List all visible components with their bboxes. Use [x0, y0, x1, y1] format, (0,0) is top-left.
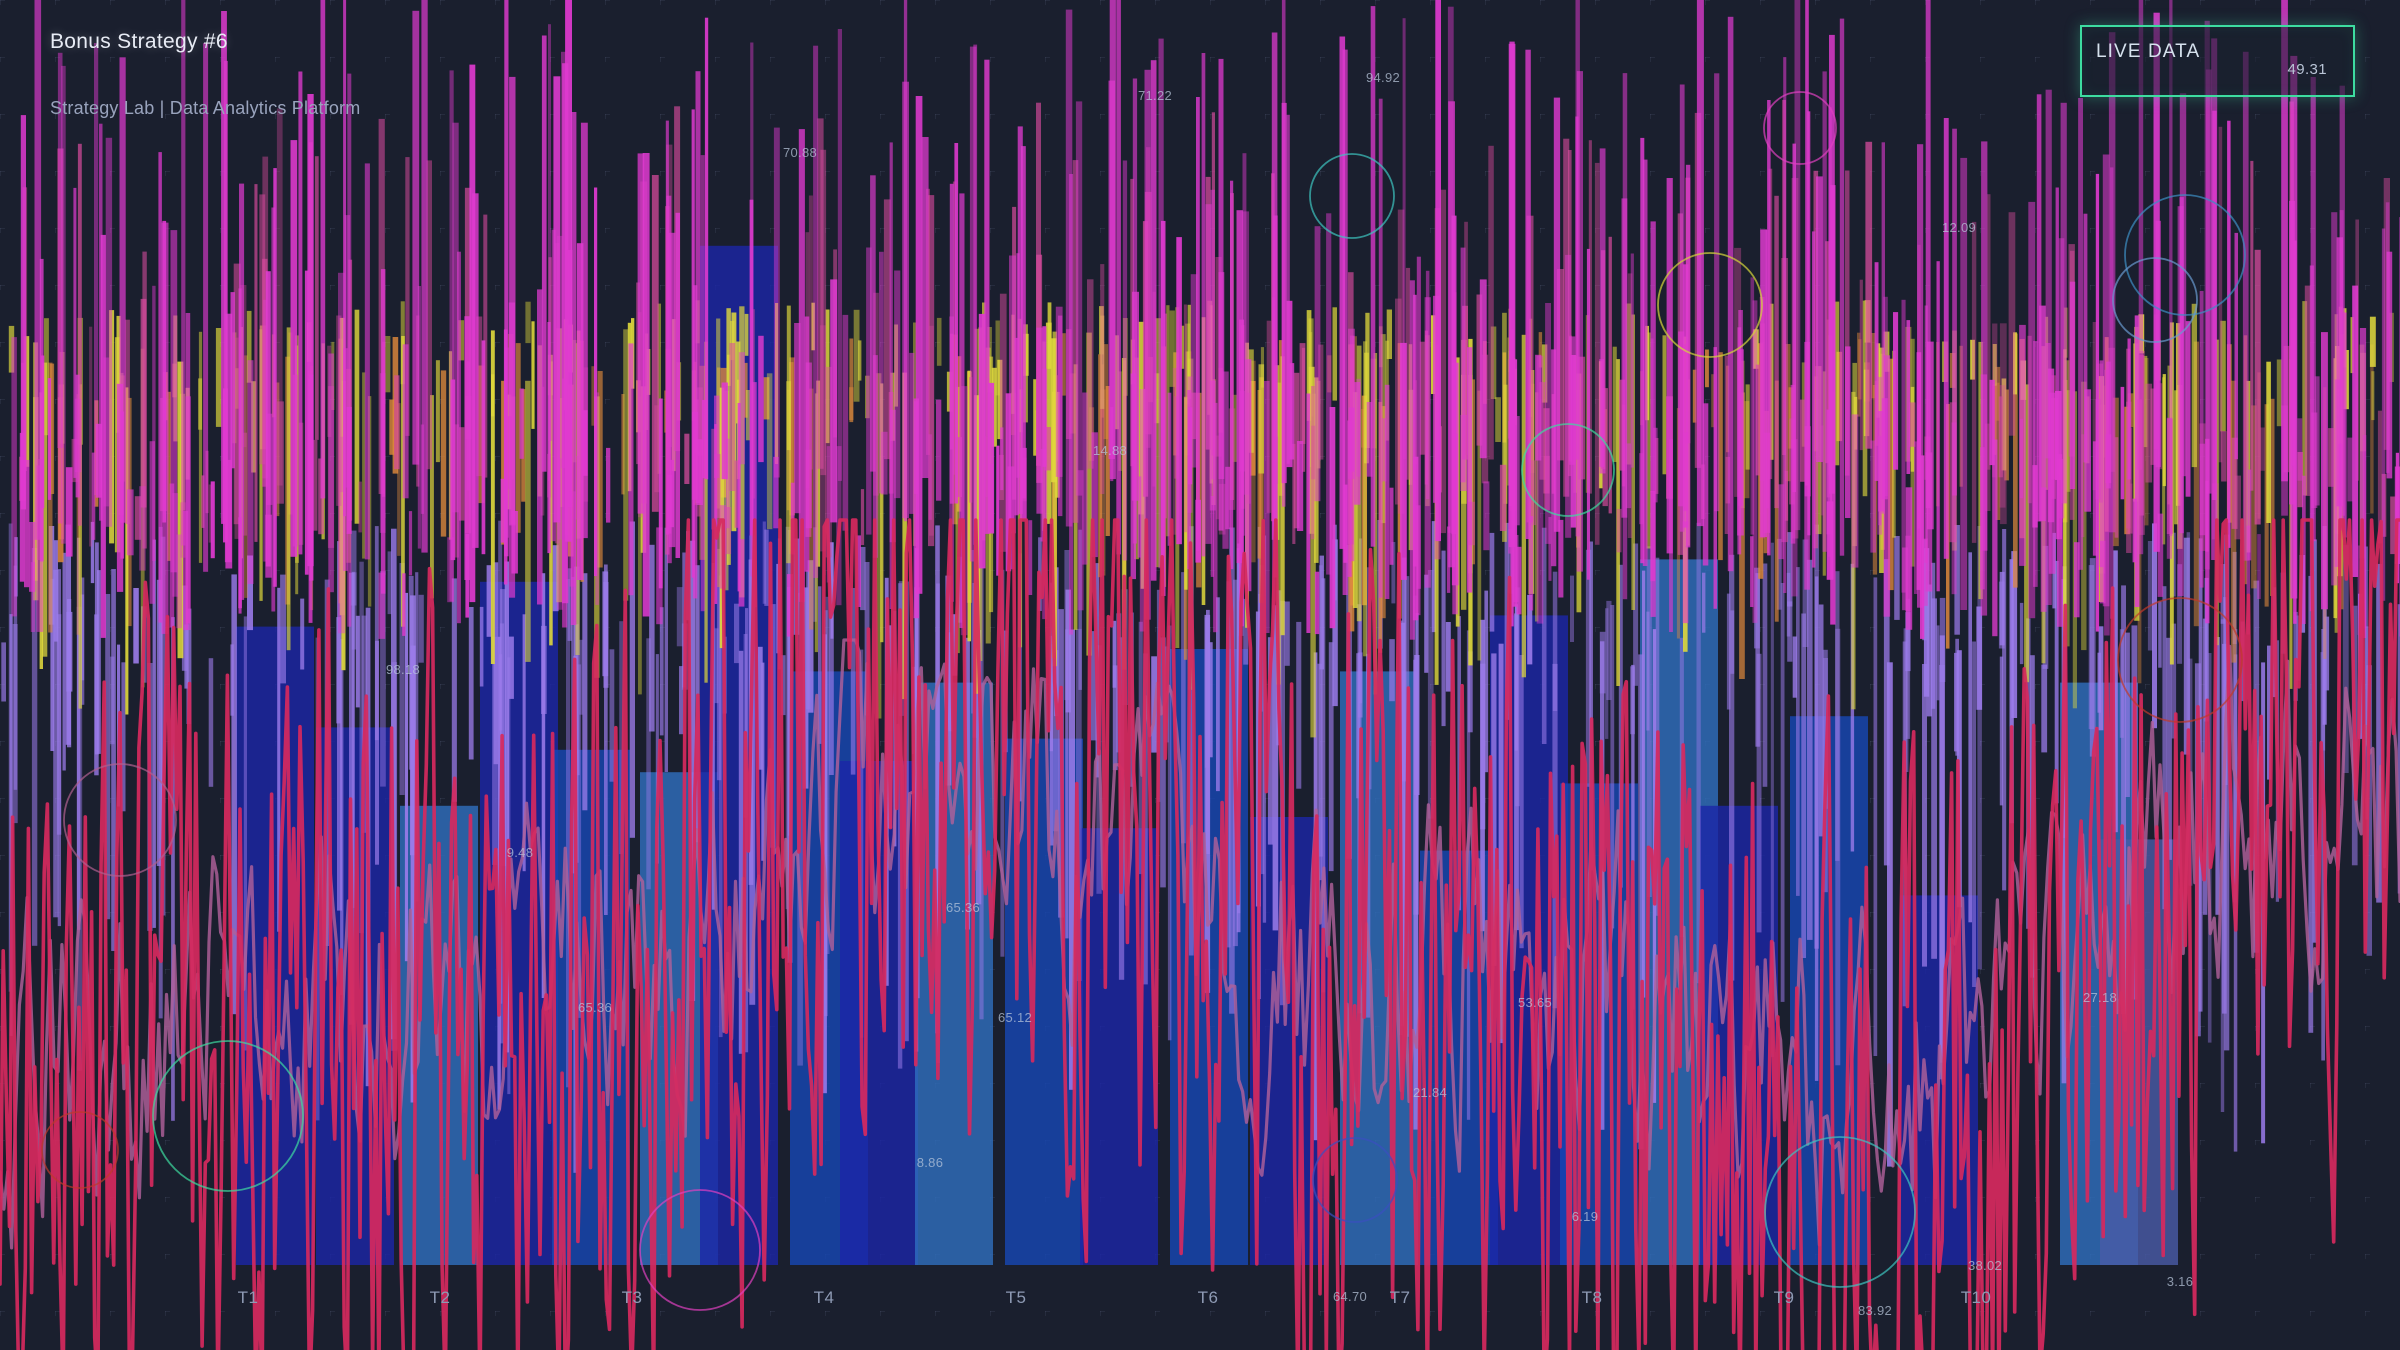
value-annotation: 14.88: [1092, 443, 1128, 458]
value-annotation: 9.48: [506, 845, 534, 860]
value-annotation: 65.12: [997, 1010, 1033, 1025]
page-title: Bonus Strategy #6: [50, 30, 228, 53]
x-axis-tick-t10: T10: [1960, 1288, 1992, 1307]
value-annotation: 8.86: [916, 1155, 944, 1170]
circle-overlay: [63, 763, 177, 877]
value-annotation: 6.19: [1571, 1209, 1599, 1224]
x-axis-tick-t8: T8: [1581, 1288, 1603, 1307]
value-annotation: 83.92: [1857, 1303, 1893, 1318]
x-axis-tick-t4: T4: [813, 1288, 835, 1307]
x-axis-tick-t2: T2: [429, 1288, 451, 1307]
circle-overlay: [1657, 252, 1763, 358]
page-subtitle: Strategy Lab | Data Analytics Platform: [50, 98, 361, 118]
value-annotation: 64.70: [1332, 1289, 1368, 1304]
circle-overlay: [1764, 1136, 1916, 1288]
x-axis-tick-t9: T9: [1773, 1288, 1795, 1307]
value-annotation: 3.16: [2166, 1274, 2194, 1289]
value-annotation: 21.84: [1412, 1085, 1448, 1100]
live-data-panel[interactable]: LIVE DATA 49.31: [2080, 25, 2355, 97]
circle-overlay: [41, 1111, 119, 1189]
value-annotation: 53.65: [1517, 995, 1553, 1010]
x-axis-tick-t7: T7: [1389, 1288, 1411, 1307]
circle-overlay: [2124, 194, 2246, 316]
noise-line: [0, 518, 2400, 1350]
spike-field: [11, 0, 2400, 640]
x-axis-tick-t1: T1: [237, 1288, 259, 1307]
circle-overlay: [2112, 257, 2198, 343]
value-annotation: 12.09: [1941, 220, 1977, 235]
circle-overlay: [1763, 91, 1837, 165]
x-axis-tick-t5: T5: [1005, 1288, 1027, 1307]
circle-overlay: [1312, 1137, 1398, 1223]
x-axis-tick-t3: T3: [621, 1288, 643, 1307]
live-data-value: 49.31: [2287, 61, 2327, 78]
value-annotation: 71.22: [1137, 88, 1173, 103]
value-annotation: 38.02: [1967, 1258, 2003, 1273]
value-annotation: 65.36: [945, 900, 981, 915]
circle-overlay: [639, 1189, 761, 1311]
circle-overlay: [1521, 423, 1615, 517]
x-axis-tick-t6: T6: [1197, 1288, 1219, 1307]
value-annotation: 27.18: [2082, 990, 2118, 1005]
value-annotation: 94.92: [1365, 70, 1401, 85]
value-annotation: 65.36: [577, 1000, 613, 1015]
circle-overlay: [1309, 153, 1395, 239]
circle-overlay: [152, 1040, 304, 1192]
value-annotation: 70.88: [782, 145, 818, 160]
circle-overlay: [2117, 597, 2243, 723]
value-annotation: 98.18: [385, 662, 421, 677]
live-data-label: LIVE DATA: [2096, 41, 2201, 62]
